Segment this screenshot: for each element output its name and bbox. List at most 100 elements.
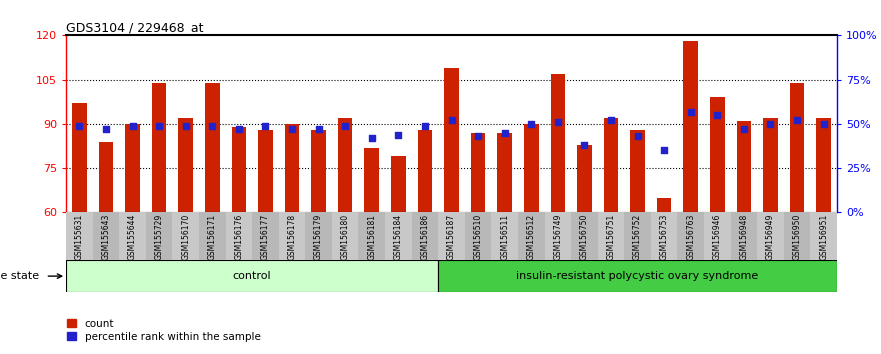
Bar — [465, 212, 492, 260]
Bar — [438, 260, 837, 292]
Bar — [577, 144, 592, 212]
Bar — [789, 82, 804, 212]
Bar — [524, 124, 538, 212]
Bar — [125, 124, 140, 212]
Bar — [119, 212, 146, 260]
Bar — [444, 68, 459, 212]
Bar — [278, 212, 306, 260]
Point — [764, 121, 778, 127]
Bar — [418, 130, 433, 212]
Bar — [359, 212, 385, 260]
Text: GSM155631: GSM155631 — [75, 214, 84, 260]
Text: GSM156171: GSM156171 — [208, 214, 217, 260]
Bar — [338, 118, 352, 212]
Text: GSM155643: GSM155643 — [101, 214, 110, 260]
Bar — [498, 133, 512, 212]
Legend: count, percentile rank within the sample: count, percentile rank within the sample — [67, 319, 261, 342]
Point — [285, 126, 299, 132]
Point — [577, 142, 591, 148]
Bar — [625, 212, 651, 260]
Text: GSM156750: GSM156750 — [580, 214, 589, 260]
Text: GSM156178: GSM156178 — [287, 214, 297, 260]
Point — [125, 123, 139, 129]
Bar — [730, 212, 757, 260]
Point — [498, 130, 512, 136]
Point — [737, 126, 751, 132]
Bar — [173, 212, 199, 260]
Bar — [252, 212, 278, 260]
Bar — [657, 198, 671, 212]
Bar — [470, 133, 485, 212]
Bar — [285, 124, 300, 212]
Text: GSM156751: GSM156751 — [606, 214, 616, 260]
Point — [790, 118, 804, 123]
Text: GSM155644: GSM155644 — [128, 214, 137, 260]
Point — [444, 118, 458, 123]
Text: GSM156763: GSM156763 — [686, 214, 695, 260]
Bar — [93, 212, 119, 260]
Text: disease state: disease state — [0, 271, 62, 281]
Point — [232, 126, 246, 132]
Bar — [737, 121, 751, 212]
Text: GSM156177: GSM156177 — [261, 214, 270, 260]
Bar — [411, 212, 438, 260]
Text: GSM155729: GSM155729 — [154, 214, 164, 260]
Point — [152, 123, 167, 129]
Bar — [72, 103, 86, 212]
Bar — [544, 212, 571, 260]
Bar — [152, 82, 167, 212]
Point — [631, 133, 645, 139]
Bar — [332, 212, 359, 260]
Point — [312, 126, 326, 132]
Bar — [763, 118, 778, 212]
Bar — [438, 212, 465, 260]
Text: GDS3104 / 229468_at: GDS3104 / 229468_at — [66, 21, 204, 34]
Bar — [817, 118, 831, 212]
Bar — [704, 212, 730, 260]
Text: GSM156186: GSM156186 — [420, 214, 429, 260]
Point — [365, 135, 379, 141]
Point — [391, 132, 405, 137]
Bar — [178, 118, 193, 212]
Bar — [551, 74, 565, 212]
Bar — [146, 212, 173, 260]
Bar — [630, 130, 645, 212]
Bar — [258, 130, 273, 212]
Point — [72, 123, 86, 129]
Bar — [199, 212, 226, 260]
Bar — [205, 82, 219, 212]
Bar — [651, 212, 677, 260]
Point — [657, 148, 671, 153]
Text: GSM156752: GSM156752 — [633, 214, 642, 260]
Bar — [784, 212, 811, 260]
Bar — [232, 127, 246, 212]
Bar — [99, 142, 114, 212]
Text: GSM156951: GSM156951 — [819, 214, 828, 260]
Bar — [311, 130, 326, 212]
Point — [710, 112, 724, 118]
Bar — [66, 260, 438, 292]
Text: GSM156510: GSM156510 — [474, 214, 483, 260]
Bar — [306, 212, 332, 260]
Text: GSM156180: GSM156180 — [341, 214, 350, 260]
Point — [471, 133, 485, 139]
Text: GSM156181: GSM156181 — [367, 214, 376, 260]
Point — [524, 121, 538, 127]
Bar — [597, 212, 625, 260]
Point — [258, 123, 272, 129]
Bar — [385, 212, 411, 260]
Text: insulin-resistant polycystic ovary syndrome: insulin-resistant polycystic ovary syndr… — [516, 271, 759, 281]
Text: GSM156749: GSM156749 — [553, 214, 562, 260]
Bar — [684, 41, 698, 212]
Point — [418, 123, 432, 129]
Bar — [811, 212, 837, 260]
Point — [99, 126, 113, 132]
Text: GSM156946: GSM156946 — [713, 214, 722, 260]
Point — [604, 118, 618, 123]
Text: GSM156948: GSM156948 — [739, 214, 749, 260]
Bar — [226, 212, 252, 260]
Text: GSM156950: GSM156950 — [793, 214, 802, 260]
Bar — [391, 156, 405, 212]
Bar — [757, 212, 784, 260]
Text: GSM156170: GSM156170 — [181, 214, 190, 260]
